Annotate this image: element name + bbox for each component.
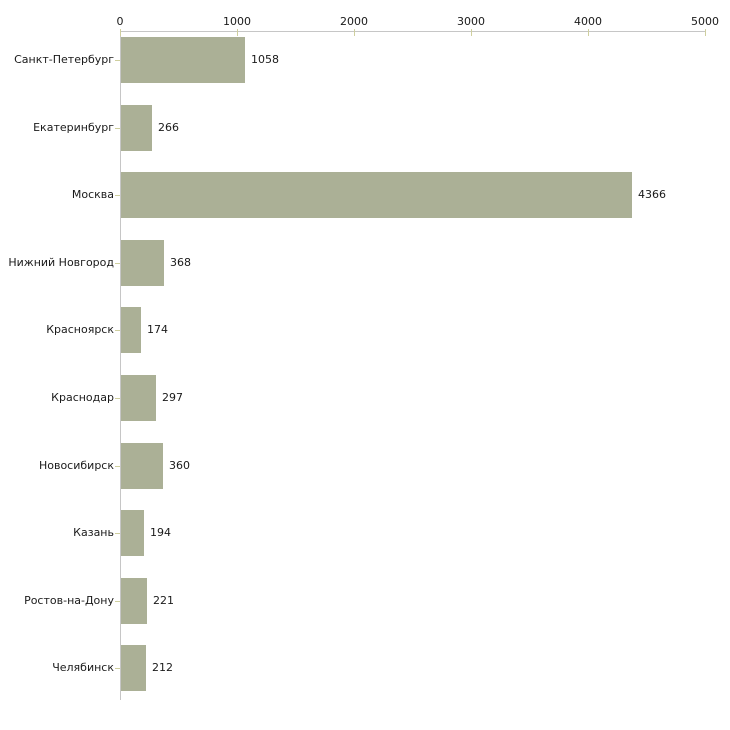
bar-2 [121,105,152,151]
y-axis-tick-mark [115,195,120,196]
y-axis-tick-mark [115,263,120,264]
bar-7 [121,443,163,489]
bar-10 [121,645,146,691]
value-label: 174 [147,323,168,336]
category-label: Москва [71,188,114,201]
category-label: Нижний Новгород [8,256,114,269]
bar-1 [121,37,245,83]
x-axis-tick-label: 4000 [574,15,602,28]
x-axis-tick-label: 2000 [340,15,368,28]
value-label: 266 [158,121,179,134]
value-label: 221 [153,594,174,607]
value-label: 4366 [638,188,666,201]
x-axis-tick-label: 3000 [457,15,485,28]
value-label: 297 [162,391,183,404]
category-label: Челябинск [52,661,114,674]
value-label: 368 [170,256,191,269]
x-axis-tick-label: 5000 [691,15,719,28]
value-label: 194 [150,526,171,539]
bar-5 [121,307,141,353]
x-axis-line [120,31,706,32]
value-label: 1058 [251,53,279,66]
y-axis-tick-mark [115,466,120,467]
category-label: Санкт-Петербург [14,53,114,66]
x-axis-tick-label: 0 [116,15,124,28]
y-axis-tick-mark [115,533,120,534]
y-axis-tick-mark [115,330,120,331]
y-axis-line [120,31,121,700]
x-axis-tick-mark [354,29,355,36]
x-axis-tick-mark [588,29,589,36]
bar-3 [121,172,632,218]
x-axis-tick-mark [705,29,706,36]
y-axis-tick-mark [115,60,120,61]
x-axis-tick-mark [120,29,121,36]
bar-4 [121,240,164,286]
y-axis-tick-mark [115,398,120,399]
bar-8 [121,510,144,556]
category-label: Казань [73,526,114,539]
x-axis-tick-label: 1000 [223,15,251,28]
category-label: Краснодар [51,391,114,404]
x-axis-tick-mark [237,29,238,36]
category-label: Новосибирск [38,459,114,472]
bar-9 [121,578,147,624]
category-label: Красноярск [46,323,114,336]
y-axis-tick-mark [115,668,120,669]
x-axis-tick-mark [471,29,472,36]
bar-6 [121,375,156,421]
y-axis-tick-mark [115,601,120,602]
value-label: 360 [169,459,190,472]
category-label: Екатеринбург [33,121,114,134]
value-label: 212 [152,661,173,674]
y-axis-tick-mark [115,128,120,129]
category-label: Ростов-на-Дону [24,594,114,607]
